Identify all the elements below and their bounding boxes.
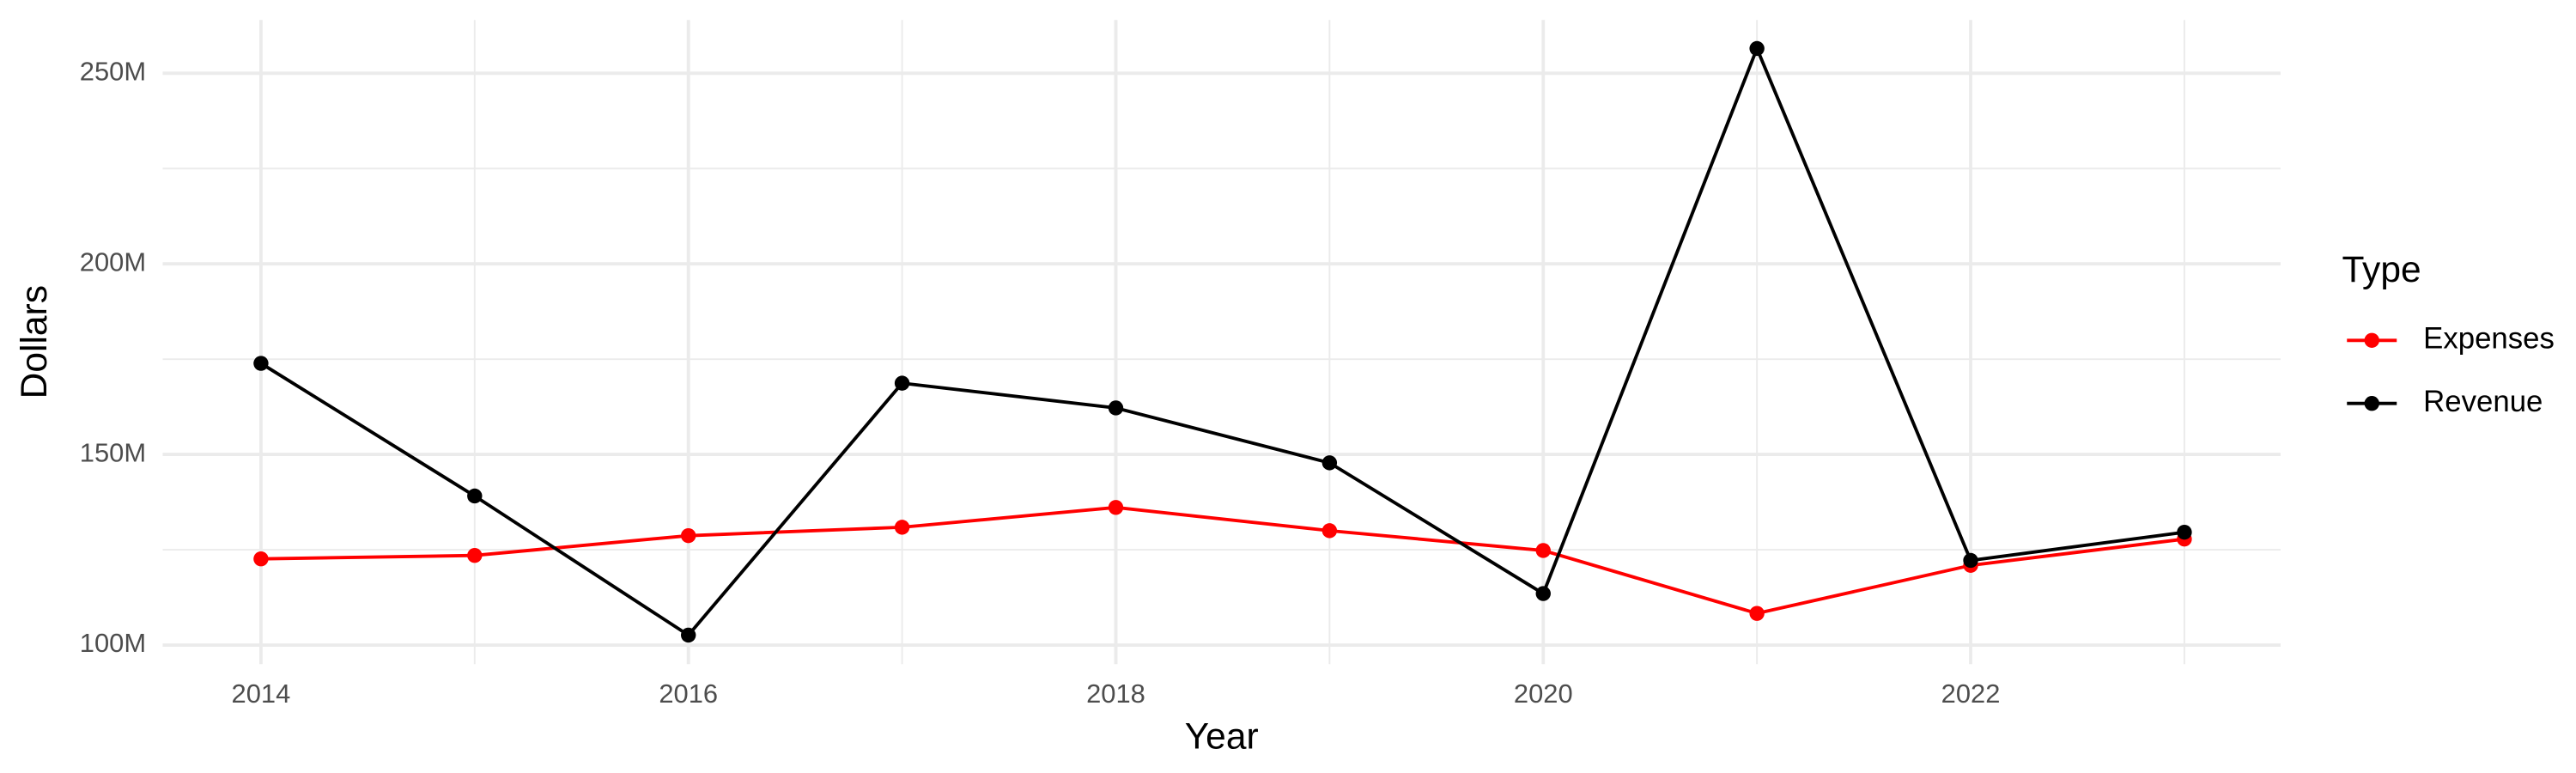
x-tick-label: 2022	[1941, 679, 2001, 709]
data-point	[1108, 400, 1124, 416]
x-tick-label: 2020	[1514, 679, 1573, 709]
y-tick-label: 200M	[80, 247, 146, 277]
data-point	[1749, 606, 1765, 621]
series-line	[259, 44, 2185, 638]
data-point	[681, 527, 696, 544]
data-point	[1963, 552, 1978, 569]
data-point	[681, 627, 696, 643]
x-tick-label: 2014	[232, 679, 291, 709]
data-point	[1321, 455, 1338, 471]
data-point	[1321, 523, 1338, 539]
legend-key-point	[2364, 332, 2379, 348]
legend-label: Expenses	[2423, 322, 2555, 355]
x-tick-label: 2018	[1086, 679, 1145, 709]
legend-key-point	[2364, 396, 2379, 411]
y-tick-label: 100M	[80, 628, 146, 658]
data-point	[253, 356, 269, 371]
data-point	[1749, 40, 1765, 57]
data-point	[894, 375, 910, 391]
data-point	[894, 520, 910, 535]
y-tick-label: 250M	[80, 56, 146, 86]
y-axis-title: Dollars	[15, 285, 55, 399]
x-axis-title: Year	[1185, 716, 1259, 757]
data-point	[467, 548, 483, 563]
data-point	[1535, 543, 1551, 558]
series-line	[260, 505, 2185, 616]
y-tick-label: 150M	[80, 437, 146, 467]
data-point	[1535, 586, 1551, 601]
x-tick-label: 2016	[659, 679, 718, 709]
data-point	[253, 551, 269, 567]
legend-title: Type	[2342, 250, 2421, 290]
legend-label: Revenue	[2423, 386, 2543, 418]
data-point	[1108, 500, 1124, 515]
data-point	[2177, 524, 2192, 540]
data-point	[467, 488, 483, 504]
